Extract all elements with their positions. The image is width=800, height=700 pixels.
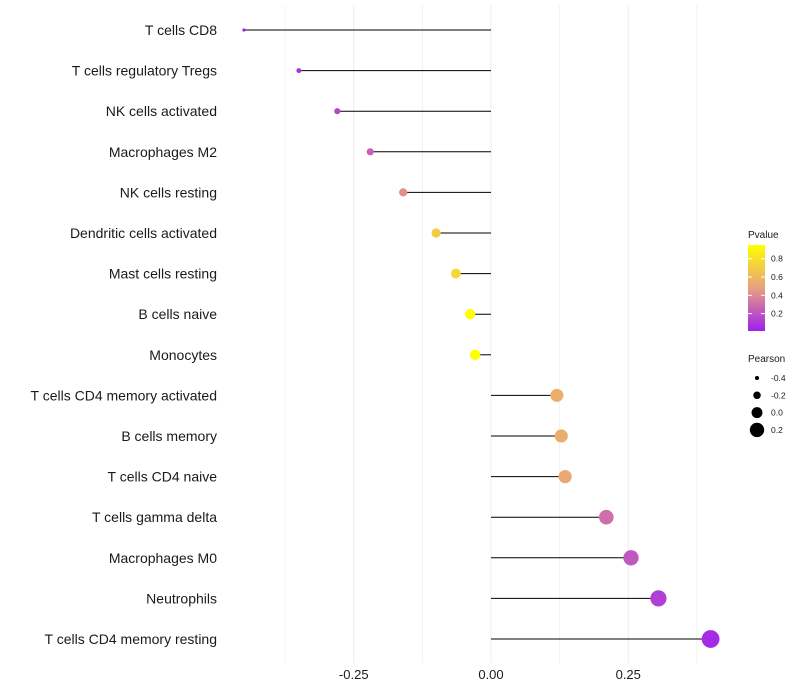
category-label: Neutrophils: [146, 590, 217, 606]
pvalue-legend-label: 0.2: [771, 309, 783, 319]
lollipop-dot: [242, 28, 246, 32]
pearson-legend-title: Pearson: [748, 354, 785, 365]
lollipop-dot: [450, 268, 461, 279]
lollipop-dot: [334, 108, 341, 115]
x-tick-label: -0.25: [339, 667, 369, 682]
pearson-legend-label: 0.2: [771, 425, 783, 435]
x-axis-tick-labels: -0.25 0.00 0.25: [339, 667, 641, 682]
lollipop-stems: [243, 29, 711, 640]
lollipop-dot: [550, 388, 564, 402]
lollipop-dot: [399, 188, 408, 197]
category-label: B cells memory: [121, 428, 217, 444]
pvalue-legend-label: 0.4: [771, 290, 783, 300]
pvalue-legend-label: 0.6: [771, 272, 783, 282]
category-labels: T cells CD8 T cells regulatory Tregs NK ce…: [31, 22, 218, 647]
lollipop-dot: [623, 550, 639, 566]
category-label: T cells CD4 memory resting: [45, 631, 217, 647]
grid-lines: [284, 5, 698, 663]
category-label: Macrophages M0: [109, 550, 217, 566]
category-label: Mast cells resting: [109, 266, 217, 282]
category-label: T cells gamma delta: [92, 509, 217, 525]
category-label: T cells regulatory Tregs: [72, 63, 217, 79]
pearson-legend-dot: [751, 407, 763, 419]
category-label: T cells CD4 naive: [108, 469, 218, 485]
pearson-legend-dot: [749, 422, 765, 438]
pearson-legend-dot: [753, 391, 761, 400]
lollipop-dot: [296, 68, 302, 74]
lollipop-dots: [242, 28, 720, 648]
pearson-legend-label: -0.4: [771, 373, 786, 383]
lollipop-dot: [366, 148, 374, 156]
category-label: NK cells activated: [106, 103, 217, 119]
category-label: Macrophages M2: [109, 144, 217, 160]
category-label: Monocytes: [149, 347, 217, 363]
x-tick-label: 0.25: [616, 667, 641, 682]
lollipop-dot: [558, 469, 572, 484]
lollipop-dot: [431, 228, 441, 238]
lollipop-dot: [554, 429, 568, 443]
pearson-legend: Pearson -0.4 -0.2 0.0 0.2: [748, 354, 786, 438]
category-label: Dendritic cells activated: [70, 225, 217, 241]
category-label: T cells CD4 memory activated: [31, 387, 217, 403]
category-label: NK cells resting: [120, 184, 217, 200]
x-tick-label: 0.00: [478, 667, 503, 682]
category-label: B cells naive: [138, 306, 217, 322]
category-label: T cells CD8: [145, 22, 217, 38]
lollipop-dot: [701, 630, 720, 648]
pearson-legend-label: -0.2: [771, 390, 786, 400]
pearson-legend-dot: [754, 375, 760, 381]
lollipop-dot: [599, 509, 614, 525]
pvalue-legend: Pvalue 0.8 0.6 0.4 0.2: [748, 230, 783, 331]
lollipop-dot: [650, 590, 667, 607]
lollipop-dot: [464, 309, 476, 320]
pvalue-legend-title: Pvalue: [748, 230, 779, 241]
lollipop-dot: [469, 349, 481, 361]
pvalue-legend-label: 0.8: [771, 254, 783, 264]
pvalue-colorbar: [748, 245, 765, 331]
pearson-legend-label: 0.0: [771, 408, 783, 418]
